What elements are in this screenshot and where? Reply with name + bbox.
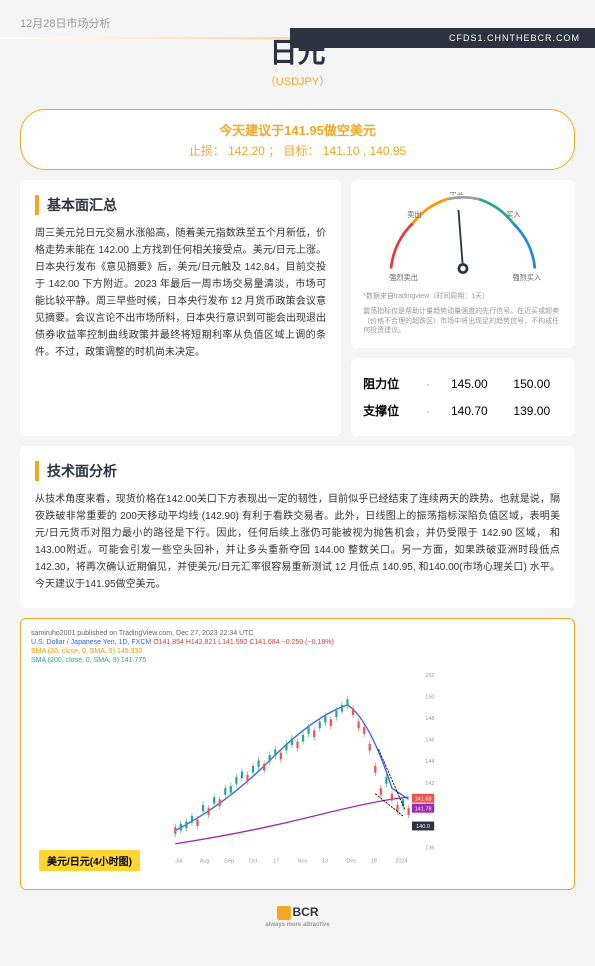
support-row: 支撑位 · 140.70 139.00: [363, 397, 563, 424]
svg-text:强烈买入: 强烈买入: [513, 273, 542, 282]
resistance-row: 阻力位 · 145.00 150.00: [363, 370, 563, 397]
support-v2: 139.00: [501, 404, 563, 418]
page-title: 日元: [20, 31, 575, 71]
footer: BCR always more attractive: [0, 905, 595, 928]
technical-card: 技术面分析 从技术角度来看，现货价格在142.00关口下方表现出一定的韧性，目前…: [20, 446, 575, 608]
technical-body: 从技术角度来看，现货价格在142.00关口下方表现出一定的韧性，目前似乎已经结束…: [35, 491, 560, 593]
chart-source: samiruho2001 published on TradingView.co…: [31, 629, 564, 638]
svg-text:中立: 中立: [450, 192, 464, 197]
fundamental-card: 基本面汇总 周三美元兑日元交易水涨船高，随着美元指数跌至五个月新低，价格走势未能…: [20, 180, 341, 436]
svg-text:144: 144: [425, 759, 434, 765]
technical-title: 技术面分析: [35, 461, 560, 481]
svg-text:146: 146: [425, 737, 434, 743]
gauge-card: 强烈卖出 卖出 中立 买入 强烈买入 *数据来自tradingview（时间周期…: [351, 180, 575, 348]
gauge-note2: 震荡指标仅是帮助计量趋势动量强度的先行信号。在近买或超卖（价格不合理的超跌区）市…: [363, 307, 563, 336]
page-subtitle: （USDJPY）: [20, 73, 575, 89]
svg-text:18: 18: [371, 858, 377, 864]
chart-tag: 美元/日元(4小时图): [39, 850, 140, 871]
svg-text:买入: 买入: [506, 210, 520, 219]
svg-text:Aug: Aug: [200, 858, 210, 864]
svg-text:17: 17: [273, 858, 279, 864]
fundamental-body: 周三美元兑日元交易水涨船高，随着美元指数跌至五个月新低，价格走势未能在 142.…: [35, 225, 326, 361]
levels-card: 阻力位 · 145.00 150.00 支撑位 · 140.70 139.00: [351, 358, 575, 436]
support-label: 支撑位: [363, 402, 418, 419]
svg-text:13: 13: [322, 858, 328, 864]
header: CFDS1.CHNTHEBCR.COM 12月28日市场分析 日元 （USDJP…: [0, 0, 595, 99]
svg-text:Nov: Nov: [298, 858, 308, 864]
svg-text:Oct: Oct: [249, 858, 258, 864]
svg-text:Sep: Sep: [224, 858, 234, 864]
sentiment-gauge: 强烈卖出 卖出 中立 买入 强烈买入: [363, 192, 563, 287]
svg-text:141.78: 141.78: [415, 806, 432, 812]
svg-text:强烈卖出: 强烈卖出: [389, 273, 418, 282]
svg-text:142: 142: [425, 780, 434, 786]
svg-text:152: 152: [425, 673, 434, 679]
svg-text:141.68: 141.68: [415, 796, 432, 802]
svg-text:卖出: 卖出: [407, 210, 421, 219]
svg-text:150: 150: [425, 694, 434, 700]
recommendation-box: 今天建议于141.95做空美元 止损： 142.20 ； 目标： 141.10 …: [20, 109, 575, 170]
svg-text:Dec: Dec: [346, 858, 356, 864]
support-v1: 140.70: [438, 404, 500, 418]
chart-card: samiruho2001 published on TradingView.co…: [20, 618, 575, 890]
date-label: 12月28日市场分析: [20, 15, 575, 31]
gauge-note1: *数据来自tradingview（时间周期：1天）: [363, 292, 563, 302]
fundamental-title: 基本面汇总: [35, 195, 326, 215]
footer-brand: BCR: [293, 905, 319, 919]
resistance-v2: 150.00: [501, 377, 563, 391]
price-chart: samiruho2001 published on TradingView.co…: [31, 629, 564, 879]
resistance-v1: 145.00: [438, 377, 500, 391]
svg-text:Jul: Jul: [175, 858, 182, 864]
svg-text:136: 136: [425, 845, 434, 851]
svg-text:148: 148: [425, 716, 434, 722]
recommendation-detail: 止损： 142.20 ； 目标： 141.10 , 140.95: [31, 142, 564, 159]
svg-text:2024: 2024: [395, 858, 407, 864]
resistance-label: 阻力位: [363, 375, 418, 392]
recommendation-main: 今天建议于141.95做空美元: [31, 120, 564, 139]
footer-tagline: always more attractive: [0, 922, 595, 928]
svg-text:140.0: 140.0: [416, 824, 430, 830]
footer-logo-icon: [277, 906, 291, 920]
